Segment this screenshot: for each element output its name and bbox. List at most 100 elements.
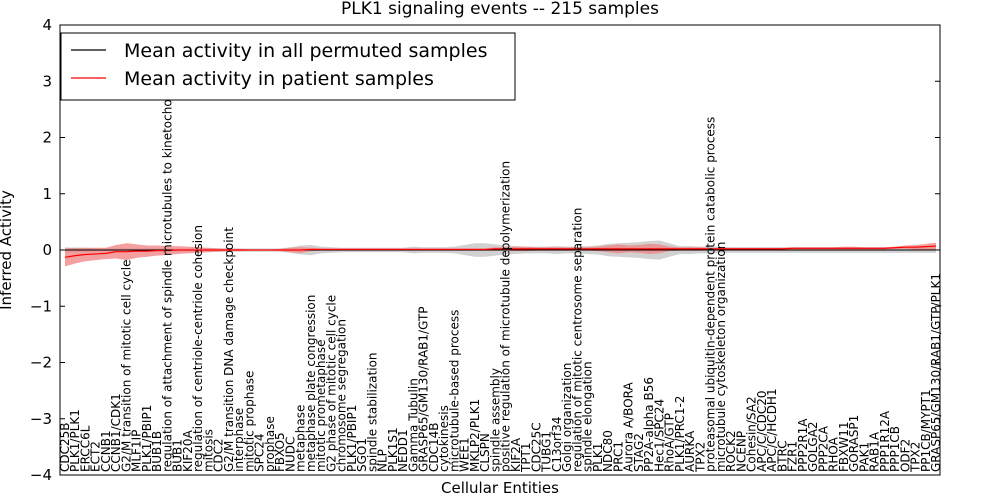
x-category-label: CDC2 <box>212 438 226 472</box>
x-category-label: PRC1 <box>611 441 625 472</box>
x-category-label: RHOA <box>827 436 841 472</box>
x-category-label: NEDD1 <box>396 429 410 472</box>
x-category-label: PP2A-alpha B56 <box>642 377 656 472</box>
x-category-label: positive regulation of microtubule depol… <box>499 161 513 472</box>
legend-frame <box>60 32 516 101</box>
x-category-label: BUB1B <box>150 431 164 472</box>
x-category-label: STAG2 <box>632 433 646 472</box>
x-category-label: ODF2 <box>898 439 912 472</box>
x-category-label: metaphase <box>294 405 308 472</box>
x-category-label: CLSPN <box>478 433 492 472</box>
x-category-label: FBXW11 <box>837 422 851 473</box>
x-category-label: proteasomal ubiquitin-dependent protein … <box>704 117 718 472</box>
x-category-label: PLK1 <box>591 443 605 472</box>
x-category-label: PPP1CB <box>888 426 902 472</box>
x-category-label: Aurora A/BORA <box>622 382 636 472</box>
x-category-label: G2/M transition of mitotic cell cycle <box>119 259 133 472</box>
x-category-label: ECT2 <box>89 441 103 472</box>
x-category-label: SGO1 <box>355 438 369 472</box>
x-category-label: PLK1/PRC1-2 <box>673 396 687 472</box>
x-category-label: C13orf34 <box>550 417 564 472</box>
x-category-label: NDC80 <box>601 430 615 472</box>
x-category-label: ERCC6L <box>78 425 92 472</box>
y-tick-label: 2 <box>42 129 52 147</box>
x-category-label: spindle stabilization <box>365 352 379 472</box>
x-category-label: metaphase plate congression <box>304 295 318 472</box>
x-category-label: chromosome segregation <box>335 319 349 472</box>
x-category-label: MKLP2/PLK1 <box>468 399 482 472</box>
x-category-label: mitosis <box>201 429 215 472</box>
x-category-label: regulation of mitotic centrosome separat… <box>570 208 584 472</box>
x-category-label: CCNB1 <box>99 430 113 472</box>
x-axis-title: Cellular Entities <box>441 479 559 497</box>
x-category-label: APC/C/CDC20 <box>755 390 769 472</box>
x-category-label: WEE1 <box>458 437 472 472</box>
x-category-label: TPX2 <box>693 442 707 473</box>
x-category-label: spindle assembly <box>488 368 502 472</box>
x-category-label: NLP <box>376 449 390 472</box>
legend: Mean activity in all permuted samples Me… <box>60 32 516 101</box>
x-category-label: CDC14B <box>427 423 441 473</box>
x-category-label: PPP2R1A <box>796 418 810 472</box>
x-category-label: PLK1/PBIP1 <box>345 405 359 472</box>
x-category-label: microtubule-based process <box>447 310 461 472</box>
y-tick-label: −3 <box>30 410 52 428</box>
x-category-label: Golgi organization <box>560 363 574 472</box>
y-tick-label: 4 <box>42 16 52 34</box>
x-category-label: mitotic prophase <box>242 371 256 472</box>
x-category-label: PAK1 <box>857 442 871 472</box>
x-category-label: AURKA <box>683 430 697 472</box>
patient-series <box>64 245 937 258</box>
x-category-label: FBXO5 <box>273 432 287 472</box>
x-category-label: mitotic prometaphase <box>314 340 328 473</box>
x-category-label: TPT1 <box>519 442 533 473</box>
x-category-label: SPC24 <box>253 433 267 472</box>
x-category-label: KIF20A <box>181 429 195 472</box>
x-category-label: KIF2A <box>509 437 523 472</box>
x-category-label: PPP2CA <box>816 425 830 472</box>
x-category-label: MLF1IP <box>130 430 144 472</box>
chart-title: PLK1 signaling events -- 215 samples <box>341 0 659 19</box>
x-category-label: regulation of attachment of spindle micr… <box>160 87 174 472</box>
x-category-label: Gamma Tubulin <box>406 378 420 472</box>
x-category-label: CDC25C <box>529 422 543 472</box>
x-category-label: G2/M transition DNA damage checkpoint <box>222 227 236 472</box>
y-tick-label: 3 <box>42 72 52 90</box>
x-category-label: interphase <box>232 408 246 472</box>
legend-patient-label: Mean activity in patient samples <box>124 68 434 90</box>
x-category-label: CCNB1/CDK1 <box>109 393 123 472</box>
x-category-label: TPX2 <box>909 442 923 473</box>
x-category-label: APC/C/HCDH1 <box>765 388 779 472</box>
x-category-label: ROCK2 <box>724 430 738 472</box>
x-category-label: NCENP <box>734 431 748 472</box>
x-category-label: PLK1S1 <box>386 427 400 472</box>
y-tick-label: −1 <box>30 297 52 315</box>
x-category-label: BTRC <box>775 440 789 472</box>
x-category-labels: CDC25BPLK1/PLK1ERCC6LECT2CCNB1CCNB1/CDK1… <box>58 87 943 473</box>
x-category-label: GRASP65/GM130/RAB1/GTP/PLK1 <box>929 273 943 472</box>
x-category-label: spindle elongation <box>581 361 595 472</box>
y-tick-label: −2 <box>30 354 52 372</box>
legend-permuted-label: Mean activity in all permuted samples <box>124 40 487 62</box>
x-category-label: NUDC <box>283 437 297 472</box>
x-category-label: PPP1R12A <box>878 410 892 472</box>
x-category-label: cytokinesis <box>437 405 451 472</box>
x-category-label: Cohesin/SA2 <box>745 396 759 472</box>
x-category-label: prophase <box>263 416 277 472</box>
x-category-label: regulation of centriole-centriole cohesi… <box>191 225 205 472</box>
x-category-label: TUBG1 <box>540 431 554 473</box>
x-category-label: CDC25B <box>58 423 72 473</box>
y-tick-label: 1 <box>42 185 52 203</box>
x-category-label: PP1CB/MYPT1 <box>919 389 933 472</box>
plot-frame <box>59 24 941 476</box>
x-category-label: microtubule cytoskeleton organization <box>714 242 728 472</box>
y-axis: −4 −3 −2 −1 0 1 2 3 4 <box>30 16 940 484</box>
x-category-label: GORASP1 <box>847 415 861 472</box>
x-category-label: Hec1/SPC24 <box>652 399 666 472</box>
x-category-label: FZR1 <box>786 441 800 472</box>
x-category-label: PLK1/PBIP1 <box>140 405 154 472</box>
y-tick-label: 0 <box>42 241 52 259</box>
x-category-label: RhoA/GTP <box>663 413 677 472</box>
x-category-label: G2 phase of mitotic cell cycle <box>324 295 338 472</box>
